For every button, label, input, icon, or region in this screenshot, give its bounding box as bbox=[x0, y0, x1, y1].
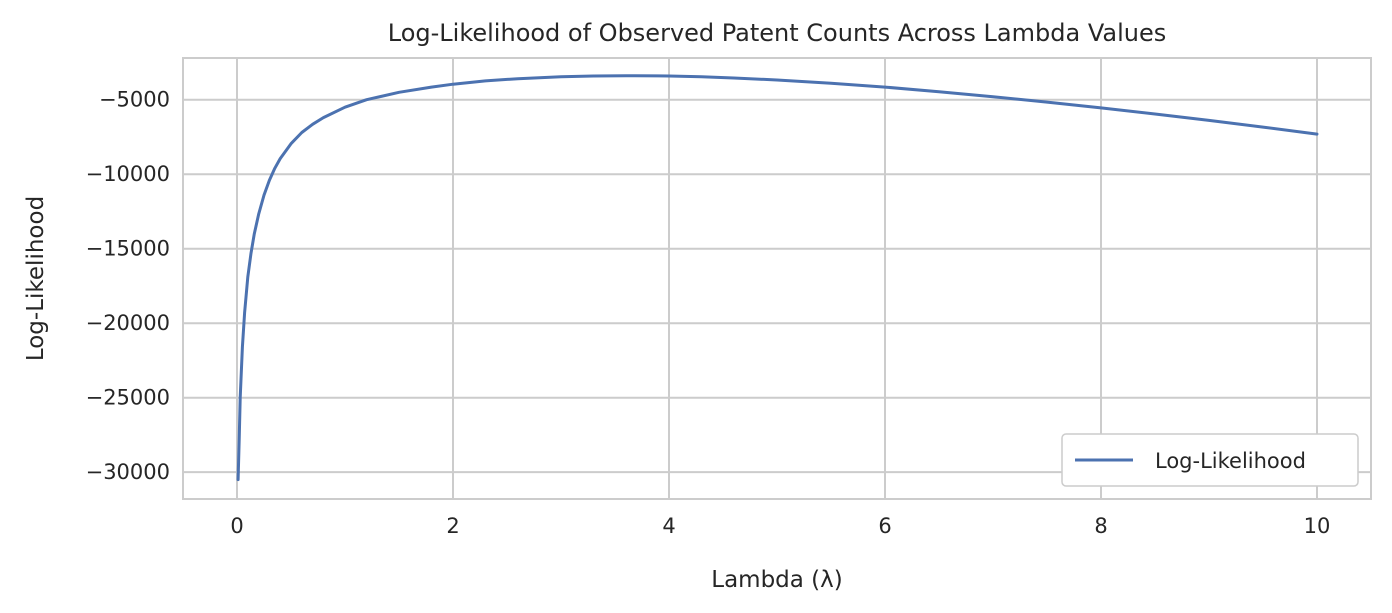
series-layer bbox=[236, 74, 1319, 482]
grid bbox=[183, 58, 1371, 499]
y-tick-label: −25000 bbox=[86, 386, 170, 410]
x-tick-label: 8 bbox=[1094, 514, 1107, 538]
y-tick-label: −15000 bbox=[86, 237, 170, 261]
legend: Log-Likelihood bbox=[1061, 433, 1359, 487]
chart-title: Log-Likelihood of Observed Patent Counts… bbox=[388, 19, 1166, 47]
x-tick-label: 4 bbox=[662, 514, 675, 538]
legend-label-log-likelihood: Log-Likelihood bbox=[1155, 449, 1306, 473]
x-tick-label: 6 bbox=[878, 514, 891, 538]
x-tick-label: 2 bbox=[446, 514, 459, 538]
legend-box bbox=[1061, 433, 1359, 487]
series-line-log-likelihood bbox=[236, 74, 1319, 482]
y-tick-label: −20000 bbox=[86, 311, 170, 335]
y-tick-label: −5000 bbox=[99, 88, 170, 112]
x-axis-label: Lambda (λ) bbox=[711, 567, 842, 593]
y-axis-label: Log-Likelihood bbox=[23, 196, 49, 361]
plot-frame bbox=[182, 57, 1372, 500]
tick-labels: 0 2 4 6 8 10 −5000 −10000 −15000 −20000 −25000 −300… bbox=[86, 88, 1331, 538]
y-tick-label: −30000 bbox=[86, 460, 170, 484]
y-tick-label: −10000 bbox=[86, 162, 170, 186]
x-tick-label: 10 bbox=[1304, 514, 1331, 538]
x-tick-label: 0 bbox=[230, 514, 243, 538]
